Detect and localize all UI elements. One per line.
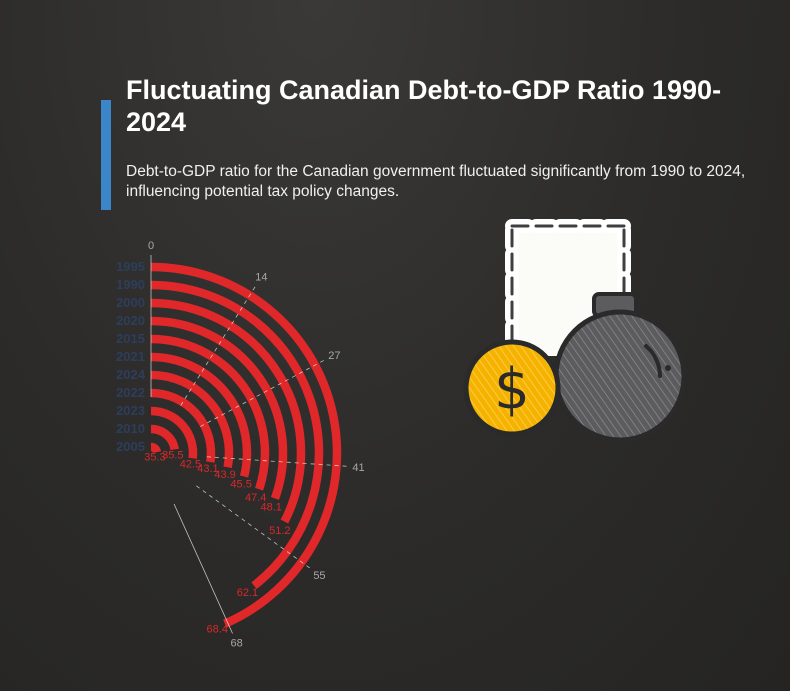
value-label: 43.9 xyxy=(214,469,235,481)
value-label: 68.4 xyxy=(207,624,228,636)
axis-tick-label: 41 xyxy=(352,462,364,474)
title-accent-bar xyxy=(101,100,111,210)
axis-tick-line xyxy=(173,503,233,634)
value-label: 48.1 xyxy=(260,502,281,514)
category-label: 2015 xyxy=(116,331,145,346)
chart-title: Fluctuating Canadian Debt-to-GDP Ratio 1… xyxy=(126,75,722,137)
value-label: 35.3 xyxy=(144,452,165,464)
bar-1995 xyxy=(150,262,342,628)
bar-2000 xyxy=(150,298,306,524)
axis-tick-label: 55 xyxy=(313,570,325,582)
bar-2024 xyxy=(150,370,234,468)
category-label: 2022 xyxy=(116,385,145,400)
chart-subtitle: Debt-to-GDP ratio for the Canadian gover… xyxy=(126,163,746,200)
bar-1990 xyxy=(150,280,324,590)
money-bag-coin-icon: $ xyxy=(463,219,687,443)
axis-tick-label: 14 xyxy=(255,272,267,284)
category-label: 1995 xyxy=(116,259,145,274)
bar-2010 xyxy=(150,424,179,451)
value-label: 62.1 xyxy=(237,587,258,599)
value-label: 45.5 xyxy=(230,479,251,491)
chart-value-labels: 68.4 62.1 51.2 48.147.445.543.943.142.535.5… xyxy=(144,450,290,636)
value-label: 42.5 xyxy=(180,459,201,471)
category-label: 1990 xyxy=(116,277,145,292)
value-label: 43.1 xyxy=(197,463,218,475)
category-label: 2010 xyxy=(116,421,145,436)
bar-2021 xyxy=(150,352,252,478)
category-label: 2000 xyxy=(116,295,145,310)
bar-2023 xyxy=(150,406,198,459)
bar-2005 xyxy=(150,442,162,454)
bar-2022 xyxy=(150,388,216,463)
value-label: 51.2 xyxy=(269,525,290,537)
chart-axis: 0 14 27 41 55 68 xyxy=(148,240,365,650)
value-label: 47.4 xyxy=(245,492,266,504)
bar-2015 xyxy=(150,334,270,491)
bar-2020 xyxy=(150,316,288,500)
category-label: 2023 xyxy=(116,403,145,418)
value-label: 35.5 xyxy=(162,450,183,462)
category-label: 2021 xyxy=(116,349,145,364)
axis-tick-label: 0 xyxy=(148,240,154,252)
chart-category-labels: 1995 1990 2000 2020 2015 2021 2024 2022 2023 2010… xyxy=(116,259,146,454)
category-label: 2005 xyxy=(116,439,145,454)
axis-tick-label: 27 xyxy=(328,350,340,362)
category-label: 2024 xyxy=(116,367,146,382)
svg-text:$: $ xyxy=(494,357,530,422)
axis-tick-label: 68 xyxy=(231,638,243,650)
category-label: 2020 xyxy=(116,313,145,328)
chart-bars xyxy=(150,262,342,628)
